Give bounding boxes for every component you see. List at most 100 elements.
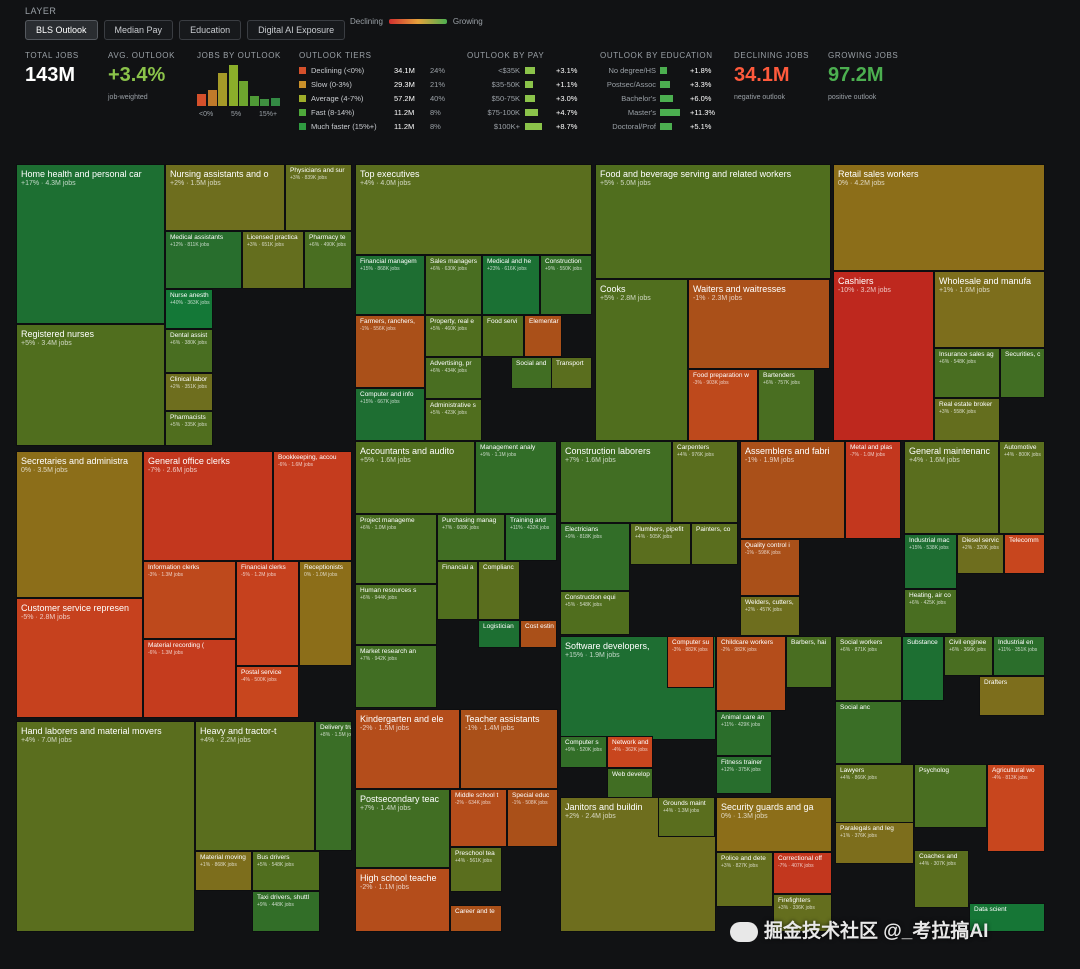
treemap-cell[interactable]: Civil enginee +6% · 366K jobs <box>944 636 993 676</box>
treemap-cell[interactable]: Material recording (-6% · 1.3M jobs <box>143 639 236 718</box>
treemap-cell[interactable]: Bartenders +6% · 757K jobs <box>758 369 815 441</box>
treemap-cell[interactable]: Heating, air co +6% · 425K jobs <box>904 589 957 634</box>
treemap-cell[interactable]: Physicians and sur +3% · 839K jobs <box>285 164 352 231</box>
treemap-cell[interactable]: Painters, co <box>691 523 738 565</box>
treemap-cell[interactable]: General maintenanc +4% · 1.6M jobs <box>904 441 999 534</box>
treemap-cell[interactable]: Receptionists 0% · 1.0M jobs <box>299 561 352 666</box>
treemap-cell[interactable]: Training and +11% · 432K jobs <box>505 514 557 561</box>
treemap-cell[interactable]: Preschool tea +4% · 561K jobs <box>450 847 502 892</box>
treemap-cell[interactable]: Agricultural wo -4% · 813K jobs <box>987 764 1045 852</box>
treemap-cell[interactable]: Food and beverage serving and related wo… <box>595 164 831 279</box>
treemap-cell[interactable]: Network and -4% · 362K jobs <box>607 736 653 768</box>
treemap-cell[interactable]: Automotive +4% · 800K jobs <box>999 441 1045 534</box>
treemap-cell[interactable]: Pharmacy te +6% · 490K jobs <box>304 231 352 289</box>
treemap-cell[interactable]: Sales managers +6% · 630K jobs <box>425 255 482 315</box>
treemap-cell[interactable]: Financial clerks -5% · 1.2M jobs <box>236 561 299 666</box>
treemap-cell[interactable]: Human resources s +6% · 944K jobs <box>355 584 437 645</box>
treemap-cell[interactable]: Metal and plas -7% · 1.0M jobs <box>845 441 901 539</box>
treemap-cell[interactable]: Correctional off -7% · 407K jobs <box>773 852 832 894</box>
treemap-cell[interactable]: Waiters and waitresses -1% · 2.3M jobs <box>688 279 830 369</box>
treemap-cell[interactable]: Insurance sales ag +6% · 548K jobs <box>934 348 1000 398</box>
treemap-cell[interactable]: Industrial mac +15% · 538K jobs <box>904 534 957 589</box>
treemap-cell[interactable]: Dental assist +6% · 380K jobs <box>165 329 213 373</box>
treemap-cell[interactable]: Computer and info +15% · 667K jobs <box>355 388 425 441</box>
treemap-cell[interactable]: Accountants and audito +5% · 1.6M jobs <box>355 441 475 514</box>
treemap-cell[interactable]: Cashiers -10% · 3.2M jobs <box>833 271 934 441</box>
treemap-cell[interactable]: Grounds maint +4% · 1.3M jobs <box>658 797 715 837</box>
treemap-cell[interactable]: Industrial en +11% · 351K jobs <box>993 636 1045 676</box>
treemap-cell[interactable]: Animal care an +11% · 429K jobs <box>716 711 772 756</box>
treemap-cell[interactable]: Drafters <box>979 676 1045 716</box>
treemap-cell[interactable]: Property, real e +5% · 460K jobs <box>425 315 482 357</box>
treemap-cell[interactable]: Plumbers, pipefit +4% · 505K jobs <box>630 523 691 565</box>
treemap-cell[interactable]: Carpenters +4% · 976K jobs <box>672 441 738 523</box>
treemap-cell[interactable]: Top executives +4% · 4.0M jobs <box>355 164 592 255</box>
treemap-cell[interactable]: Quality control i -1% · 598K jobs <box>740 539 800 596</box>
treemap-cell[interactable]: Farmers, ranchers, -1% · 556K jobs <box>355 315 425 388</box>
treemap-cell[interactable]: Police and dete +3% · 827K jobs <box>716 852 773 907</box>
treemap-cell[interactable]: Kindergarten and ele -2% · 1.5M jobs <box>355 709 460 789</box>
treemap-cell[interactable]: Project manageme +6% · 1.0M jobs <box>355 514 437 584</box>
treemap-cell[interactable]: Information clerks -3% · 1.3M jobs <box>143 561 236 639</box>
treemap-cell[interactable]: Electricians +9% · 818K jobs <box>560 523 630 591</box>
tab-median-pay[interactable]: Median Pay <box>103 20 174 40</box>
treemap-cell[interactable]: Computer s +9% · 520K jobs <box>560 736 607 768</box>
treemap-cell[interactable]: Welders, cutters, +2% · 457K jobs <box>740 596 800 636</box>
tab-education[interactable]: Education <box>179 20 242 40</box>
treemap-cell[interactable]: Medical and he +23% · 616K jobs <box>482 255 540 315</box>
treemap-cell[interactable]: Nurse anesth +40% · 363K jobs <box>165 289 213 329</box>
tab-digital-ai-exposure[interactable]: Digital AI Exposure <box>247 20 346 40</box>
treemap-cell[interactable]: Barbers, hai <box>786 636 832 688</box>
treemap-cell[interactable]: Home health and personal car +17% · 4.3M … <box>16 164 165 324</box>
treemap-cell[interactable]: Cost estin <box>520 620 557 648</box>
treemap-cell[interactable]: Diesel servic +2% · 320K jobs <box>957 534 1004 574</box>
treemap-cell[interactable]: General office clerks -7% · 2.6M jobs <box>143 451 273 561</box>
treemap-cell[interactable]: Clinical labor +2% · 351K jobs <box>165 373 213 411</box>
treemap-cell[interactable]: Fitness trainer +12% · 375K jobs <box>716 756 772 794</box>
treemap-cell[interactable]: Postsecondary teac +7% · 1.4M jobs <box>355 789 450 868</box>
treemap-cell[interactable]: Delivery truck driv+8% · 1.5M jobs <box>315 721 352 851</box>
treemap-cell[interactable]: Substance <box>902 636 944 701</box>
treemap-cell[interactable]: Middle school t -2% · 634K jobs <box>450 789 507 847</box>
treemap-cell[interactable]: Medical assistants +12% · 811K jobs <box>165 231 242 289</box>
treemap-cell[interactable]: Administrative s +5% · 423K jobs <box>425 399 482 441</box>
treemap-cell[interactable]: Transport <box>551 357 592 389</box>
treemap-cell[interactable]: Psycholog <box>914 764 987 828</box>
treemap-cell[interactable]: Retail sales workers 0% · 4.2M jobs <box>833 164 1045 271</box>
treemap-cell[interactable]: Advertising, pr +6% · 434K jobs <box>425 357 482 399</box>
treemap-cell[interactable]: Elementar <box>524 315 562 357</box>
treemap-cell[interactable]: Construction equi +5% · 548K jobs <box>560 591 630 635</box>
treemap-cell[interactable]: Telecomm <box>1004 534 1045 574</box>
treemap-cell[interactable]: Paralegals and leg +1% · 376K jobs <box>835 822 914 864</box>
treemap-cell[interactable]: Management analy +9% · 1.1M jobs <box>475 441 557 514</box>
treemap-cell[interactable]: Logistician <box>478 620 520 648</box>
treemap-cell[interactable]: Licensed practica +3% · 651K jobs <box>242 231 304 289</box>
treemap-cell[interactable]: Special educ -1% · 508K jobs <box>507 789 558 847</box>
treemap-cell[interactable]: Purchasing manag +7% · 608K jobs <box>437 514 505 561</box>
treemap-cell[interactable]: High school teache -2% · 1.1M jobs <box>355 868 450 932</box>
treemap-cell[interactable]: Real estate broker +3% · 558K jobs <box>934 398 1000 441</box>
treemap-cell[interactable]: Nursing assistants and o +2% · 1.5M jobs <box>165 164 285 231</box>
treemap-cell[interactable]: Taxi drivers, shuttl +9% · 448K jobs <box>252 891 320 932</box>
treemap-cell[interactable]: Lawyers +4% · 866K jobs <box>835 764 914 828</box>
treemap-cell[interactable]: Computer su -3% · 882K jobs <box>667 636 714 688</box>
treemap-cell[interactable]: Social workers +6% · 871K jobs <box>835 636 902 701</box>
treemap-cell[interactable]: Postal service -4% · 500K jobs <box>236 666 299 718</box>
treemap-cell[interactable]: Security guards and ga 0% · 1.3M jobs <box>716 797 832 852</box>
treemap-cell[interactable]: Bookkeeping, accou -6% · 1.6M jobs <box>273 451 352 561</box>
treemap-cell[interactable]: Wholesale and manufa +1% · 1.6M jobs <box>934 271 1045 348</box>
treemap-cell[interactable]: Material moving +1% · 868K jobs <box>195 851 252 891</box>
treemap-cell[interactable]: Food servi <box>482 315 524 357</box>
treemap-cell[interactable]: Hand laborers and material movers +4% · 7… <box>16 721 195 932</box>
treemap-cell[interactable]: Financial managem +15% · 868K jobs <box>355 255 425 315</box>
treemap-cell[interactable]: Market research an +7% · 942K jobs <box>355 645 437 708</box>
treemap-cell[interactable]: Secretaries and administra 0% · 3.5M jobs <box>16 451 143 598</box>
tab-bls-outlook[interactable]: BLS Outlook <box>25 20 98 40</box>
treemap-cell[interactable]: Food preparation w -3% · 903K jobs <box>688 369 758 441</box>
treemap-cell[interactable]: Data scient <box>969 903 1045 932</box>
treemap-cell[interactable]: Customer service represen -5% · 2.8M jobs <box>16 598 143 718</box>
treemap-cell[interactable]: Financial a <box>437 561 478 620</box>
treemap-cell[interactable]: Construction +9% · 550K jobs <box>540 255 592 315</box>
treemap-cell[interactable]: Heavy and tractor-t +4% · 2.2M jobs <box>195 721 315 851</box>
treemap-cell[interactable]: Construction laborers +7% · 1.6M jobs <box>560 441 672 523</box>
